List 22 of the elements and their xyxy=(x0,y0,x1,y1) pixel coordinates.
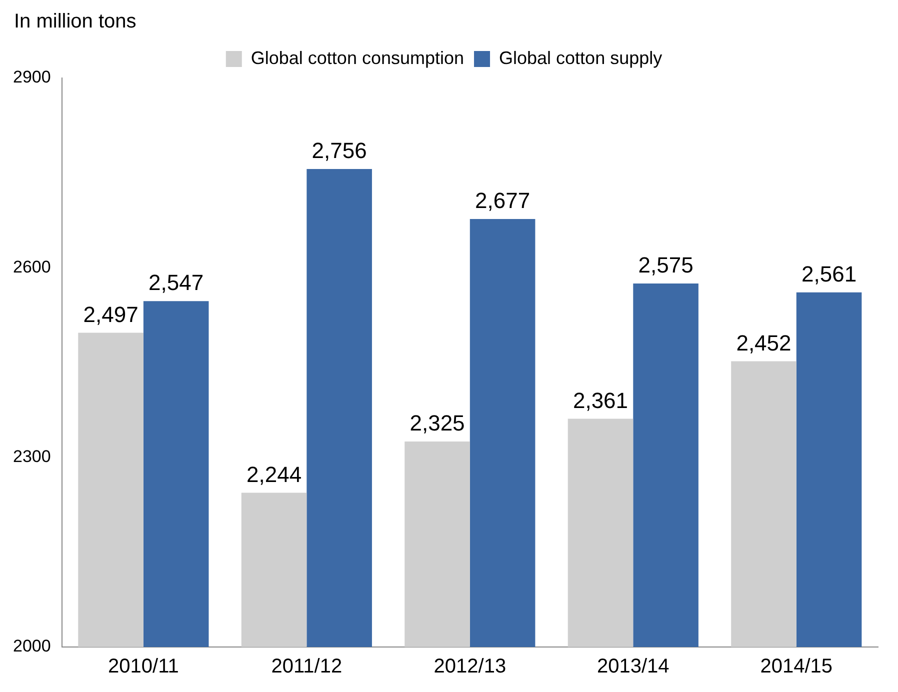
data-label: 2,325 xyxy=(410,410,465,436)
data-label: 2,452 xyxy=(736,330,792,356)
x-tick-label: 2010/11 xyxy=(108,656,179,678)
y-tick-label: 2900 xyxy=(12,68,51,87)
data-label: 2,547 xyxy=(148,270,204,296)
data-label: 2,497 xyxy=(83,302,138,327)
y-tick-label: 2000 xyxy=(12,636,51,656)
legend-label: Global cotton supply xyxy=(499,48,662,68)
data-label: 2,244 xyxy=(246,462,302,487)
x-tick-label: 2013/14 xyxy=(596,656,670,678)
x-tick-label: 2011/12 xyxy=(271,656,342,678)
y-tick-label: 2600 xyxy=(12,257,51,276)
data-label: 2,361 xyxy=(572,388,628,413)
y-tick-label: 2300 xyxy=(12,447,51,466)
data-label: 2,677 xyxy=(475,188,530,214)
x-tick-label: 2012/13 xyxy=(434,656,506,678)
y-axis-title: In million tons xyxy=(14,10,136,33)
data-label: 2,756 xyxy=(312,138,367,164)
legend-label: Global cotton consumption xyxy=(250,48,464,68)
data-label: 2,561 xyxy=(802,261,857,286)
x-tick-label: 2014/15 xyxy=(760,656,833,678)
data-label: 2,575 xyxy=(638,252,694,278)
